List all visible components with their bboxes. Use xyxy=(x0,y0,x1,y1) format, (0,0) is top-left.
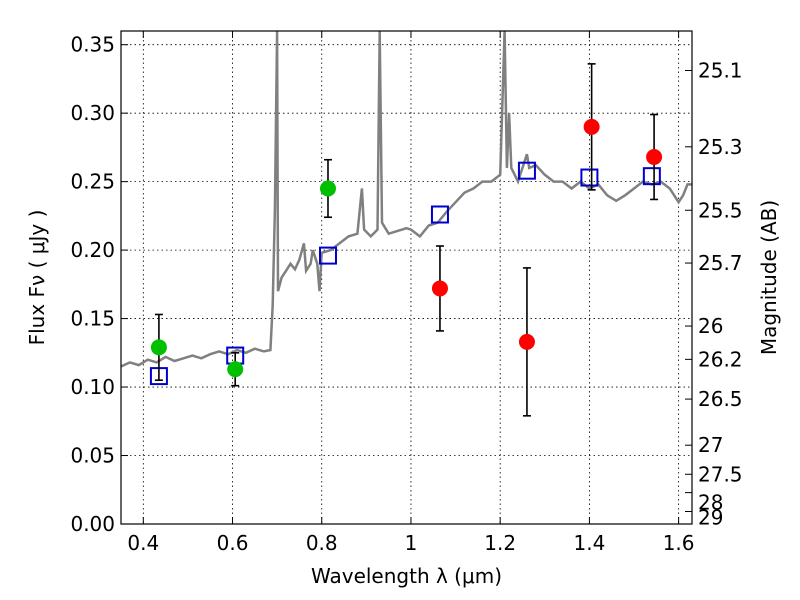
spectrum-line xyxy=(121,31,692,368)
right-tick-label: 25.3 xyxy=(698,135,743,159)
right-tick-label: 27.5 xyxy=(698,462,743,486)
observed-point xyxy=(583,118,600,135)
grid xyxy=(121,31,692,525)
x-axis-label: Wavelength λ (μm) xyxy=(311,564,502,588)
x-tick-label: 0.8 xyxy=(306,531,338,555)
observed-point xyxy=(319,180,336,197)
y-axis: 0.00 0.05 0.10 0.15 0.20 0.25 0.30 0.35 xyxy=(70,33,128,536)
observed-point xyxy=(518,333,535,350)
x-axis: 0.4 0.6 0.8 1 1.2 1.4 1.6 xyxy=(127,31,695,555)
y-tick-label: 0.15 xyxy=(70,307,115,331)
y-tick-label: 0.30 xyxy=(70,101,115,125)
plot-frame xyxy=(120,30,693,525)
observed-point xyxy=(646,148,663,165)
model-square xyxy=(642,167,661,186)
y-tick-label: 0.00 xyxy=(70,512,115,536)
y-tick-label: 0.10 xyxy=(70,375,115,399)
x-tick-label: 1.2 xyxy=(484,531,516,555)
right-tick-label: 28 xyxy=(698,491,723,515)
y-tick-label: 0.25 xyxy=(70,170,115,194)
model-photometry-series xyxy=(149,161,661,386)
right-tick-label: 26.2 xyxy=(698,347,743,371)
right-axis-label: Magnitude (AB) xyxy=(757,200,781,355)
x-tick-label: 1.4 xyxy=(573,531,605,555)
observed-point xyxy=(431,280,448,297)
y-tick-label: 0.35 xyxy=(70,33,115,57)
right-tick-label: 25.5 xyxy=(698,198,743,222)
right-tick-label: 25.1 xyxy=(698,59,743,83)
model-square xyxy=(318,246,337,265)
right-tick-label: 29 xyxy=(698,506,723,530)
observed-points xyxy=(150,118,663,378)
observed-point xyxy=(227,361,244,378)
y-axis-label: Flux Fν ( μJy ) xyxy=(25,210,49,346)
model-square xyxy=(430,205,449,224)
x-tick-label: 1 xyxy=(405,531,418,555)
right-tick-label: 26 xyxy=(698,314,723,338)
x-tick-label: 0.4 xyxy=(127,531,159,555)
x-tick-label: 0.6 xyxy=(217,531,249,555)
right-tick-label: 25.7 xyxy=(698,251,743,275)
right-tick-label: 26.5 xyxy=(698,387,743,411)
y-tick-label: 0.05 xyxy=(70,444,115,468)
right-tick-label: 27 xyxy=(698,433,723,457)
spectrum-series xyxy=(121,31,692,368)
y-tick-label: 0.20 xyxy=(70,238,115,262)
model-square xyxy=(517,161,536,180)
model-square xyxy=(580,168,599,187)
x-tick-label: 1.6 xyxy=(663,531,695,555)
observed-point xyxy=(150,339,167,356)
